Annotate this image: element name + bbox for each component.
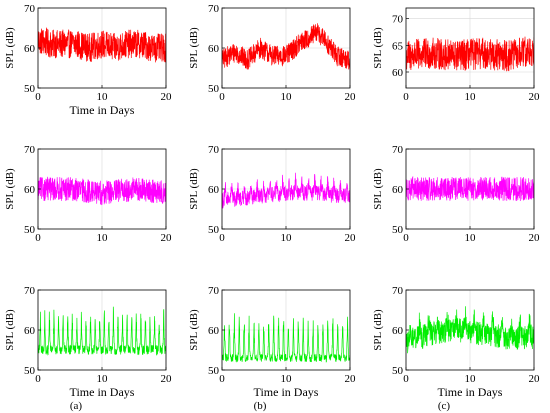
panel-label: (b): [254, 400, 267, 412]
x-tick-label: 20: [161, 91, 173, 103]
series-line: [38, 27, 166, 63]
y-axis-label: SPL (dB): [372, 168, 384, 210]
series-line: [222, 313, 350, 363]
x-tick-label: 0: [35, 232, 41, 244]
x-tick-label: 0: [403, 91, 409, 103]
y-tick-label: 70: [208, 285, 220, 297]
series-line: [38, 176, 166, 206]
y-tick-label: 60: [24, 43, 36, 55]
chart-panel-r0c1: 0 10 20 50 60 70 SPL (dB): [188, 3, 356, 103]
x-tick-label: 10: [281, 373, 293, 385]
x-tick-label: 0: [35, 91, 41, 103]
chart-panel-r0c2: 0 10 20 60 65 70 SPL (dB): [372, 7, 541, 103]
x-axis-label: Time in Days: [70, 385, 135, 399]
y-tick-label: 70: [24, 144, 36, 156]
x-tick-label: 20: [161, 373, 173, 385]
y-tick-label: 70: [392, 285, 404, 297]
x-tick-label: 10: [97, 232, 109, 244]
y-axis-label: SPL (dB): [372, 309, 384, 351]
x-tick-label: 20: [345, 373, 357, 385]
x-tick-label: 10: [465, 373, 477, 385]
y-axis-label: SPL (dB): [188, 309, 200, 351]
chart-panel-r2c2: 0 10 20 50 60 70 SPL (dB) Time in Days: [372, 285, 540, 399]
y-axis-label: SPL (dB): [4, 168, 16, 210]
x-tick-label: 10: [281, 91, 293, 103]
chart-panel-r2c1: 0 10 20 50 60 70 SPL (dB) Time in Days: [188, 285, 356, 399]
x-tick-label: 20: [529, 91, 541, 103]
y-axis-label: SPL (dB): [188, 27, 200, 69]
chart-panel-r2c0: 0 10 20 50 60 70 SPL (dB) Time in Days: [4, 285, 172, 399]
y-tick-label: 70: [24, 3, 36, 15]
x-tick-label: 0: [219, 91, 225, 103]
x-tick-label: 0: [35, 373, 41, 385]
panel-label: (a): [70, 400, 83, 412]
x-tick-label: 0: [403, 232, 409, 244]
x-axis-label: Time in Days: [70, 103, 135, 117]
x-tick-label: 20: [529, 373, 541, 385]
x-tick-label: 0: [219, 232, 225, 244]
y-tick-label: 50: [208, 83, 220, 95]
y-tick-label: 50: [24, 224, 36, 236]
y-axis-label: SPL (dB): [4, 309, 16, 351]
y-tick-label: 60: [208, 43, 220, 55]
x-tick-label: 10: [281, 232, 293, 244]
panel-label: (c): [438, 400, 451, 412]
x-tick-label: 10: [465, 232, 477, 244]
x-axis-label: Time in Days: [438, 385, 503, 399]
x-tick-label: 20: [529, 232, 541, 244]
series-line: [406, 306, 534, 354]
x-axis-label: Time in Days: [254, 385, 319, 399]
y-tick-label: 50: [24, 365, 36, 377]
series-line: [406, 175, 534, 202]
series-line: [222, 23, 350, 70]
series-line: [406, 36, 534, 72]
y-tick-label: 60: [208, 184, 220, 196]
x-tick-label: 0: [403, 373, 409, 385]
series-line: [222, 172, 350, 209]
y-tick-label: 70: [392, 144, 404, 156]
x-tick-label: 0: [219, 373, 225, 385]
y-tick-label: 50: [392, 224, 404, 236]
y-tick-label: 60: [24, 184, 36, 196]
x-tick-label: 10: [465, 91, 477, 103]
chart-panel-r1c2: 0 10 20 50 60 70 SPL (dB): [372, 144, 540, 244]
y-tick-label: 50: [208, 224, 220, 236]
x-tick-label: 10: [97, 91, 109, 103]
y-tick-label: 60: [392, 184, 404, 196]
y-axis-label: SPL (dB): [372, 27, 384, 69]
y-tick-label: 60: [392, 325, 404, 337]
y-tick-label: 50: [208, 365, 220, 377]
x-tick-label: 20: [345, 91, 357, 103]
y-tick-label: 60: [208, 325, 220, 337]
x-tick-label: 10: [97, 373, 109, 385]
y-tick-label: 60: [392, 67, 404, 79]
chart-panel-r1c0: 0 10 20 50 60 70 SPL (dB): [4, 144, 172, 244]
y-tick-label: 60: [24, 325, 36, 337]
x-tick-label: 20: [161, 232, 173, 244]
y-tick-label: 70: [208, 3, 220, 15]
y-tick-label: 65: [392, 40, 404, 52]
chart-panel-r0c0: 0 10 20 50 60 70 SPL (dB) Time in Days: [4, 3, 172, 117]
y-tick-label: 50: [392, 365, 404, 377]
y-tick-label: 50: [24, 83, 36, 95]
chart-panel-r1c1: 0 10 20 50 60 70 SPL (dB): [188, 144, 356, 244]
series-line: [38, 306, 166, 356]
x-tick-label: 20: [345, 232, 357, 244]
y-tick-label: 70: [392, 14, 404, 26]
y-axis-label: SPL (dB): [188, 168, 200, 210]
y-tick-label: 70: [208, 144, 220, 156]
y-tick-label: 70: [24, 285, 36, 297]
y-axis-label: SPL (dB): [4, 27, 16, 69]
